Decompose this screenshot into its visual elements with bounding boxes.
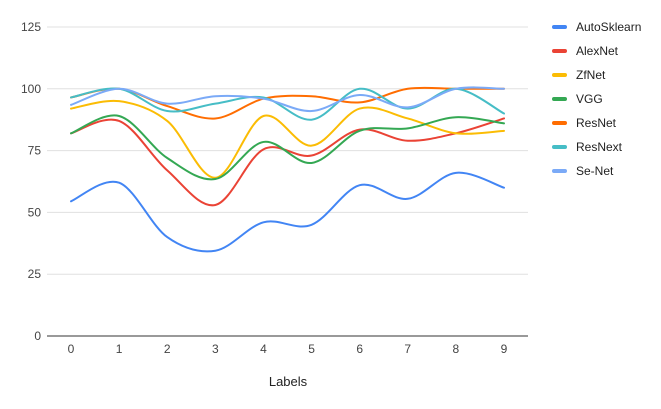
axes: 0 25 50 75 100 125 0 1 2 3 4 5 6 7 8 9 [21, 20, 528, 356]
series-line-zfnet [70, 99, 505, 179]
legend-swatch [552, 169, 567, 173]
legend-item-alexnet: AlexNet [552, 44, 619, 58]
legend-item-resnext: ResNext [552, 140, 623, 154]
series-line-autosklearn [70, 171, 505, 253]
x-tick-label: 4 [260, 342, 267, 356]
y-tick-label: 100 [21, 82, 41, 96]
legend: AutoSklearn AlexNet ZfNet VGG ResNet ResNext S… [552, 20, 641, 178]
legend-swatch [552, 121, 567, 125]
y-tick-label: 125 [21, 20, 41, 34]
y-tick-label: 0 [34, 329, 41, 343]
x-axis-title: Labels [269, 374, 308, 389]
y-tick-label: 50 [28, 205, 42, 219]
legend-label: VGG [576, 92, 603, 106]
x-tick-label: 5 [308, 342, 315, 356]
legend-item-autosklearn: AutoSklearn [552, 20, 641, 34]
x-tick-label: 7 [404, 342, 411, 356]
x-tick-label: 8 [453, 342, 460, 356]
x-tick-label: 6 [356, 342, 363, 356]
legend-swatch [552, 97, 567, 101]
legend-swatch [552, 145, 567, 149]
legend-swatch [552, 25, 567, 29]
legend-label: AutoSklearn [576, 20, 641, 34]
legend-label: ResNext [576, 140, 623, 154]
series-line-se-net [70, 86, 505, 113]
legend-item-resnet: ResNet [552, 116, 617, 130]
x-tick-label: 3 [212, 342, 219, 356]
x-tick-label: 0 [68, 342, 75, 356]
x-tick-label: 2 [164, 342, 171, 356]
legend-label: Se-Net [576, 164, 614, 178]
y-tick-label: 25 [28, 267, 42, 281]
series-line-alexnet [70, 117, 505, 207]
legend-swatch [552, 49, 567, 53]
legend-item-vgg: VGG [552, 92, 603, 106]
series-line-vgg [70, 114, 505, 181]
legend-label: ZfNet [576, 68, 606, 82]
legend-item-se-net: Se-Net [552, 164, 614, 178]
x-tick-label: 1 [116, 342, 123, 356]
legend-item-zfnet: ZfNet [552, 68, 606, 82]
x-tick-label: 9 [501, 342, 508, 356]
y-tick-label: 75 [28, 144, 42, 158]
legend-label: AlexNet [576, 44, 619, 58]
legend-label: ResNet [576, 116, 617, 130]
series-lines [70, 86, 505, 253]
legend-swatch [552, 73, 567, 77]
